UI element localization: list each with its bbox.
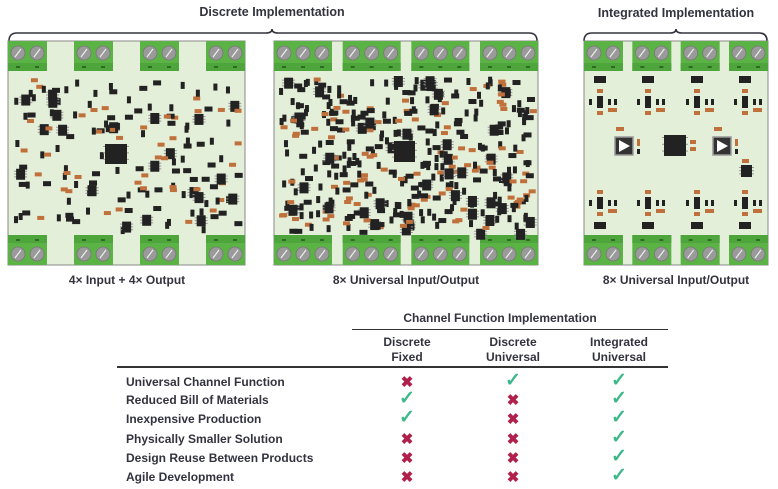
check-icon: ✓ xyxy=(611,370,627,391)
column-header-discrete-universal: Discrete Universal xyxy=(485,335,541,364)
terminal-block xyxy=(411,235,470,265)
terminal-block xyxy=(584,235,623,265)
check-icon: ✓ xyxy=(505,370,521,391)
check-icon: ✓ xyxy=(611,388,627,409)
check-icon: ✓ xyxy=(611,407,627,428)
terminal-block xyxy=(680,41,720,71)
row-label: Inexpensive Production xyxy=(126,412,262,426)
terminal-block xyxy=(274,235,332,265)
terminal-block xyxy=(584,41,623,71)
terminal-block xyxy=(74,41,113,71)
terminal-block xyxy=(680,235,720,265)
group-header-divider xyxy=(352,329,668,330)
cross-icon: ✖ xyxy=(506,411,520,428)
cross-icon: ✖ xyxy=(400,469,414,486)
cross-icon: ✖ xyxy=(400,431,414,448)
row-label: Physically Smaller Solution xyxy=(126,432,283,446)
terminal-block xyxy=(8,235,47,265)
row-label: Design Reuse Between Products xyxy=(126,451,314,465)
terminal-block xyxy=(480,41,538,71)
terminal-block xyxy=(206,235,245,265)
integrated-implementation-header: Integrated Implementation xyxy=(597,6,755,20)
bracket xyxy=(583,28,768,42)
board-caption-discrete-universal: 8× Universal Input/Output xyxy=(332,273,480,287)
cross-icon: ✖ xyxy=(506,392,520,409)
discrete-implementation-header: Discrete Implementation xyxy=(199,5,345,19)
terminal-block xyxy=(632,41,672,71)
cross-icon: ✖ xyxy=(400,450,414,467)
pcb-board-3 xyxy=(583,40,769,266)
terminal-block xyxy=(274,41,332,71)
terminal-block xyxy=(632,235,672,265)
terminal-block xyxy=(206,41,245,71)
table-header-divider xyxy=(117,366,668,368)
terminal-block xyxy=(140,235,179,265)
terminal-block xyxy=(8,41,47,71)
board-caption-discrete-fixed: 4× Input + 4× Output xyxy=(68,273,186,287)
terminal-block xyxy=(342,41,401,71)
row-label: Agile Development xyxy=(126,470,235,484)
board-caption-integrated-universal: 8× Universal Input/Output xyxy=(602,273,750,287)
cross-icon: ✖ xyxy=(506,431,520,448)
column-header-integrated-universal: Integrated Universal xyxy=(589,335,649,364)
column-header-discrete-fixed: Discrete Fixed xyxy=(383,335,431,364)
row-label: Universal Channel Function xyxy=(126,375,285,389)
terminal-block xyxy=(411,41,470,71)
pcb-illustrations xyxy=(7,28,769,266)
check-icon: ✓ xyxy=(611,427,627,448)
check-icon: ✓ xyxy=(611,465,627,486)
terminal-block xyxy=(140,41,179,71)
cross-icon: ✖ xyxy=(400,374,414,391)
terminal-block xyxy=(729,41,768,71)
cross-icon: ✖ xyxy=(506,469,520,486)
pcb-board-2 xyxy=(273,40,539,266)
bracket xyxy=(8,28,538,42)
row-label: Reduced Bill of Materials xyxy=(126,393,269,407)
terminal-block xyxy=(729,235,768,265)
terminal-block xyxy=(342,235,401,265)
terminal-block xyxy=(74,235,113,265)
pcb-board-1 xyxy=(7,40,246,266)
terminal-block xyxy=(480,235,538,265)
check-icon: ✓ xyxy=(399,388,415,409)
table-group-header: Channel Function Implementation xyxy=(403,311,597,325)
check-icon: ✓ xyxy=(399,407,415,428)
check-icon: ✓ xyxy=(611,446,627,467)
cross-icon: ✖ xyxy=(506,450,520,467)
